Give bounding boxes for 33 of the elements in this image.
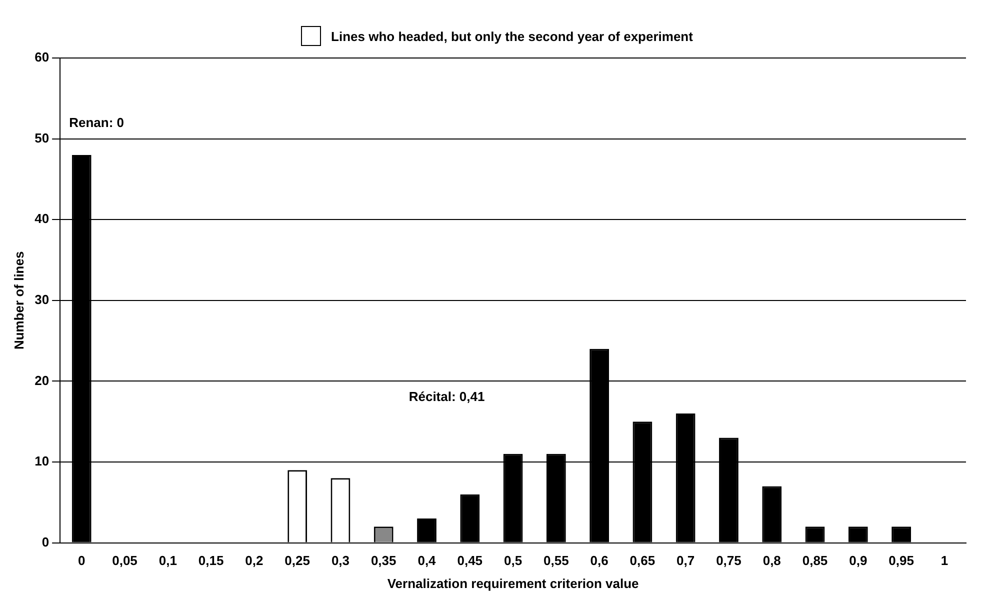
x-tick-label: 0,35 — [370, 553, 396, 568]
x-tick-label: 0,3 — [331, 553, 350, 568]
x-tick-label: 0 — [78, 553, 86, 568]
y-tick-label: 20 — [34, 372, 50, 388]
x-tick-label: 0,65 — [630, 553, 656, 568]
y-tick-label: 40 — [34, 211, 50, 226]
x-tick-label: 0,8 — [762, 553, 781, 568]
x-axis-title: Vernalization requirement criterion value — [387, 576, 639, 591]
x-tick-label: 0,15 — [198, 553, 224, 568]
x-tick-label: 0,25 — [284, 553, 310, 568]
y-tick-label: 30 — [34, 292, 50, 307]
x-tick-label: 0,6 — [590, 553, 608, 568]
x-tick-label: 0,1 — [158, 553, 177, 568]
text: Lines who headed, but only the second year of experiment — [331, 28, 693, 44]
x-tick-label: 0,75 — [716, 553, 742, 568]
y-tick-label: 0 — [42, 534, 50, 550]
annotation: Récital: 0,41 — [408, 388, 485, 404]
x-tick-label: 0,2 — [245, 553, 264, 568]
y-tick-label: 10 — [34, 454, 50, 469]
annotation: Renan: 0 — [69, 115, 124, 130]
x-tick-label: 0,55 — [544, 553, 569, 568]
x-tick-label: 0,45 — [457, 553, 483, 568]
y-axis-title: Number of lines — [11, 251, 26, 350]
x-tick-label: 0,05 — [112, 553, 138, 568]
x-tick-label: 0,9 — [849, 553, 868, 568]
x-tick-label: 0,5 — [504, 553, 522, 568]
x-tick-label: 1 — [940, 553, 948, 568]
x-tick-label: 0,7 — [676, 553, 695, 568]
x-tick-label: 0,4 — [418, 553, 437, 568]
y-tick-label: 50 — [34, 130, 50, 146]
y-tick-label: 60 — [34, 50, 50, 65]
x-tick-label: 0,95 — [888, 553, 914, 568]
x-tick-label: 0,85 — [802, 553, 828, 568]
